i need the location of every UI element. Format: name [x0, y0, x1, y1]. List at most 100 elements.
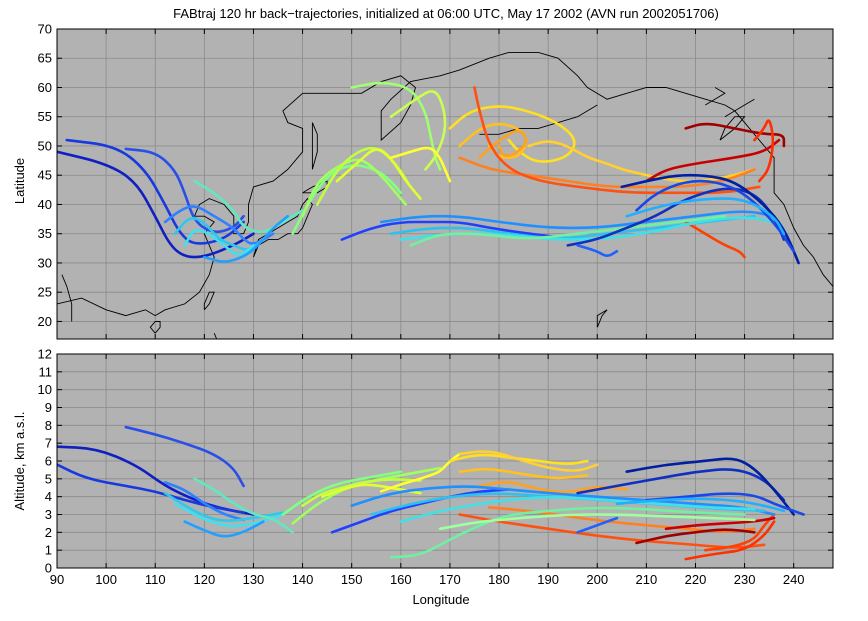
- altitude-trajectory-line-23: [330, 488, 511, 534]
- altitude-x-tick-label: 110: [145, 572, 166, 587]
- altitude-x-tick-label: 200: [586, 572, 608, 587]
- coastline: [203, 291, 215, 311]
- map-trajectory-line-33: [625, 197, 786, 235]
- altitude-trajectory-line-33: [576, 516, 619, 534]
- altitude-trajectory-line-8: [281, 470, 403, 516]
- map-trajectory-line-15: [448, 105, 576, 163]
- map-trajectory-line-25: [340, 220, 579, 241]
- map-trajectory-line-5: [183, 228, 255, 256]
- map-y-tick-label: 30: [38, 255, 52, 270]
- map-trajectory-line-26: [379, 210, 776, 230]
- map-panel: 20 25 30 35 40 45 50 55 60 65 70: [38, 22, 834, 340]
- altitude-y-axis-label: Altitude, km a.s.l.: [12, 412, 27, 511]
- map-trajectory-line-17: [478, 130, 528, 159]
- map-y-tick-label: 65: [38, 51, 52, 66]
- altitude-y-tick-label: 4: [45, 489, 52, 504]
- map-y-tick-label: 60: [38, 80, 52, 95]
- coastline: [705, 87, 726, 106]
- altitude-y-tick-label: 10: [38, 382, 52, 397]
- altitude-trajectory-line-30: [625, 457, 795, 516]
- altitude-trajectory-line-18: [458, 513, 766, 549]
- map-y-tick-label: 35: [38, 226, 52, 241]
- altitude-trajectory-line-14: [458, 450, 599, 472]
- altitude-trajectory-line-29: [576, 468, 786, 502]
- map-y-tick-label: 55: [38, 109, 52, 124]
- map-y-tick-label: 45: [38, 168, 52, 183]
- altitude-x-tick-label: 140: [292, 572, 314, 587]
- map-y-tick-label: 70: [38, 22, 52, 37]
- altitude-trajectory-line-2: [124, 425, 245, 488]
- map-axes-frame: [56, 28, 834, 340]
- altitude-y-tick-label: 11: [39, 364, 53, 379]
- map-y-tick-label: 40: [38, 197, 52, 212]
- map-trajectory-line-11: [335, 148, 422, 200]
- altitude-trajectory-line-3: [163, 481, 245, 522]
- map-trajectory-line-7: [203, 214, 290, 263]
- altitude-y-tick-label: 3: [45, 507, 52, 522]
- coastline: [724, 98, 755, 118]
- altitude-trajectory-line-22: [664, 516, 776, 531]
- x-axis-label: Longitude: [412, 592, 469, 607]
- altitude-x-tick-label: 180: [488, 572, 510, 587]
- coastline: [61, 274, 73, 322]
- altitude-y-tick-label: 2: [45, 525, 52, 540]
- chart-title: FABtraj 120 hr back−trajectories, initia…: [173, 6, 719, 21]
- altitude-trajectory-line-1: [57, 463, 245, 514]
- altitude-x-tick-label: 130: [243, 572, 265, 587]
- altitude-trajectory-line-20: [704, 513, 776, 552]
- altitude-y-tick-label: 0: [45, 561, 52, 576]
- map-trajectory-line-13: [389, 90, 447, 171]
- altitude-trajectory-line-28: [438, 513, 756, 531]
- altitude-trajectory-line-21: [635, 528, 756, 545]
- map-trajectory-line-24: [684, 220, 746, 259]
- altitude-y-tick-label: 6: [45, 454, 52, 469]
- altitude-y-tick-label: 5: [45, 471, 52, 486]
- altitude-y-tick-label: 7: [45, 436, 52, 451]
- altitude-x-tick-label: 150: [341, 572, 363, 587]
- map-trajectory-line-1: [65, 138, 245, 245]
- altitude-y-tick-label: 8: [45, 418, 52, 433]
- map-trajectory-line-23: [753, 119, 775, 183]
- altitude-trajectory-line-24: [350, 485, 776, 516]
- coastline: [596, 309, 608, 328]
- map-y-tick-label: 25: [38, 285, 52, 300]
- altitude-y-tick-label: 1: [45, 543, 52, 558]
- altitude-trajectory-line-11: [320, 483, 422, 498]
- map-trajectory-line-20: [473, 86, 761, 195]
- altitude-x-tick-label: 230: [734, 572, 756, 587]
- map-trajectory-line-31: [620, 173, 800, 265]
- altitude-trajectory-line-32: [615, 497, 786, 513]
- map-trajectory-line-21: [684, 122, 786, 148]
- altitude-trajectory-line-31: [645, 492, 805, 516]
- map-trajectory-line-2: [124, 147, 245, 234]
- map-trajectory-line-22: [645, 138, 781, 183]
- map-trajectory-line-9: [301, 158, 407, 218]
- map-trajectory-line-0: [57, 150, 255, 259]
- map-y-tick-label: 50: [38, 138, 52, 153]
- altitude-x-tick-label: 90: [50, 572, 64, 587]
- altitude-trajectory-line-12: [379, 452, 461, 493]
- map-trajectory-line-14: [389, 146, 452, 183]
- map-y-tick-label: 20: [38, 314, 52, 329]
- map-trajectory-line-29: [409, 214, 727, 247]
- coastline: [57, 51, 833, 317]
- map-trajectory-line-4: [173, 217, 265, 251]
- altitude-y-tick-label: 9: [45, 400, 52, 415]
- altitude-trajectory-line-15: [458, 468, 589, 480]
- altitude-x-tick-label: 100: [95, 572, 117, 587]
- altitude-trajectory-line-0: [57, 445, 255, 516]
- altitude-x-tick-label: 240: [783, 572, 805, 587]
- altitude-trajectory-line-16: [478, 480, 628, 494]
- altitude-y-tick-label: 12: [38, 347, 52, 362]
- coastline: [253, 197, 313, 258]
- altitude-x-tick-label: 210: [636, 572, 658, 587]
- altitude-trajectory-line-4: [163, 491, 285, 522]
- altitude-x-tick-label: 170: [439, 572, 461, 587]
- altitude-x-tick-label: 120: [193, 572, 215, 587]
- altitude-trajectory-line-27: [389, 506, 746, 559]
- altitude-trajectory-line-10: [301, 478, 422, 507]
- map-trajectory-line-16: [458, 122, 528, 159]
- altitude-trajectory-line-5: [173, 502, 285, 528]
- map-trajectory-line-19: [458, 156, 756, 189]
